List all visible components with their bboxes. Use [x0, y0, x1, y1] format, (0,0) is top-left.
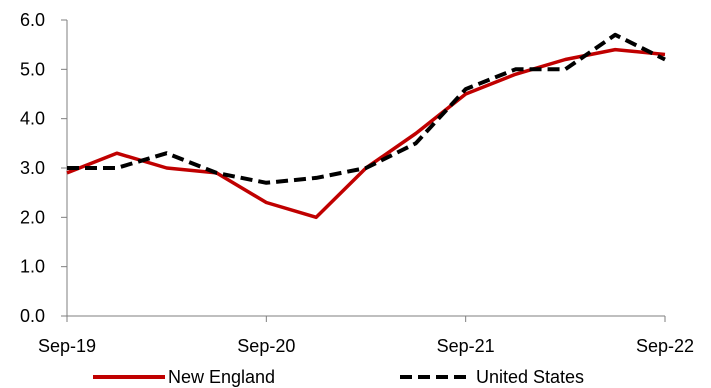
data-point — [465, 89, 466, 90]
data-point — [216, 172, 217, 173]
data-point — [166, 153, 167, 154]
data-point — [415, 133, 416, 134]
data-point — [116, 153, 117, 154]
x-axis-ticks: Sep-19 Sep-20 Sep-21 Sep-22 — [38, 316, 694, 356]
data-point — [515, 69, 516, 70]
x-tick-label: Sep-21 — [437, 336, 495, 356]
data-point — [665, 54, 666, 55]
y-tick-label: 4.0 — [20, 109, 45, 129]
data-point — [615, 49, 616, 50]
data-point — [615, 34, 616, 35]
data-point — [67, 172, 68, 173]
x-tick-label: Sep-22 — [636, 336, 694, 356]
data-point — [565, 69, 566, 70]
legend-label: New England — [168, 367, 275, 387]
y-tick-label: 0.0 — [20, 306, 45, 326]
series-line-new-england — [66, 47, 666, 220]
y-tick-label: 2.0 — [20, 207, 45, 227]
legend-label: United States — [476, 367, 584, 387]
y-tick-label: 3.0 — [20, 158, 45, 178]
data-point — [316, 217, 317, 218]
data-point — [67, 168, 68, 169]
series-line-united-states — [67, 32, 666, 185]
data-point — [565, 59, 566, 60]
data-point — [116, 168, 117, 169]
data-point — [665, 59, 666, 60]
series-lines — [66, 32, 666, 220]
data-point — [465, 94, 466, 95]
data-point — [515, 74, 516, 75]
data-point — [166, 168, 167, 169]
data-point — [316, 177, 317, 178]
x-tick-label: Sep-19 — [38, 336, 96, 356]
y-tick-label: 5.0 — [20, 59, 45, 79]
data-point — [415, 143, 416, 144]
x-tick-label: Sep-20 — [237, 336, 295, 356]
data-point — [366, 168, 367, 169]
y-axis-ticks: 0.0 1.0 2.0 3.0 4.0 5.0 6.0 — [20, 10, 67, 326]
y-tick-label: 1.0 — [20, 257, 45, 277]
y-tick-label: 6.0 — [20, 10, 45, 30]
data-point — [266, 202, 267, 203]
legend: New England United States — [93, 367, 584, 387]
data-point — [266, 182, 267, 183]
